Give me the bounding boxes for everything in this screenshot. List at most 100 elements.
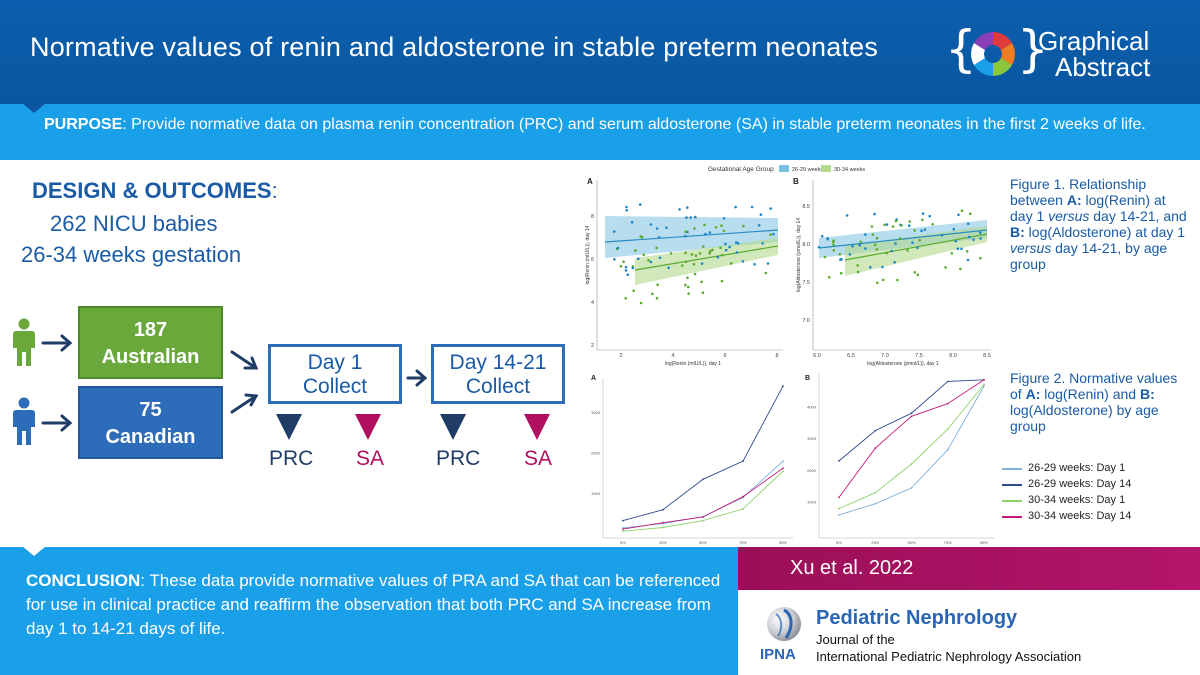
- sa-day14-label: SA: [524, 447, 553, 470]
- fig1B-point: [966, 258, 970, 262]
- fig1B-point: [890, 249, 893, 253]
- fig1-panelA-ylabel: log(Renin (mIU/L)), day 14: [585, 225, 591, 284]
- fig1B-point: [940, 233, 944, 237]
- fig1B-point: [965, 250, 969, 253]
- fig1-panelA-ci-green: [635, 238, 778, 285]
- fig2-series-point: [742, 495, 744, 498]
- fig2-series-point: [946, 380, 949, 383]
- fig1B-point: [832, 249, 836, 252]
- fig1B-point: [954, 239, 958, 243]
- canadian-label: Canadian: [105, 426, 196, 448]
- fig1B-point: [913, 271, 917, 274]
- fig1A-point: [704, 232, 707, 236]
- fig2-series-point: [983, 383, 985, 386]
- fig1B-point: [894, 242, 897, 245]
- fig1B-point: [957, 213, 960, 217]
- journal-line2: International Pediatric Nephrology Assoc…: [816, 649, 1082, 664]
- fig2-series-point: [702, 478, 704, 481]
- fig1B-point: [911, 241, 914, 244]
- fig1B-point: [893, 261, 896, 264]
- fig1B-point: [921, 212, 925, 215]
- fig1A-point: [757, 224, 761, 227]
- fig1B-point: [960, 209, 964, 212]
- fig1-cap-a: A:: [1066, 192, 1082, 208]
- fig1B-point: [864, 247, 867, 250]
- fig2-series-point: [838, 514, 840, 516]
- fig1A-point: [709, 249, 712, 253]
- conclusion-notch: [22, 546, 46, 556]
- fig1B-point: [978, 231, 982, 234]
- citation-text: Xu et al. 2022: [790, 557, 914, 579]
- fig1A-point: [658, 256, 662, 260]
- fig1B-point: [913, 229, 916, 232]
- fig1-legend-swatch-1: [779, 165, 789, 172]
- fig1B-xtick: 7.5: [915, 353, 923, 359]
- fig1-panelA-axes: [596, 180, 783, 351]
- fig1B-point: [918, 239, 921, 242]
- fig2-series-point: [622, 528, 624, 530]
- legend-label-2: 30-34 weeks: Day 1: [1028, 494, 1126, 506]
- legend-swatch-2: [1002, 500, 1022, 502]
- arrow-ca-day1: [230, 394, 258, 414]
- fig1A-point: [686, 276, 689, 280]
- fig1B-point: [848, 253, 852, 256]
- fig1A-point: [687, 285, 690, 289]
- fig1A-point: [734, 205, 737, 209]
- fig2-series-point: [983, 378, 985, 381]
- fig1A-point: [639, 235, 643, 238]
- fig1A-point: [700, 280, 703, 284]
- day14-action: Collect: [465, 375, 531, 398]
- canadian-count: 75: [139, 399, 162, 421]
- fig1A-point: [708, 231, 712, 234]
- flow-arrows: [41, 334, 428, 432]
- fig1-cap-part5: day 14-21, by age group: [1010, 240, 1168, 272]
- fig1A-point: [630, 220, 634, 224]
- fig1A-point: [720, 279, 724, 283]
- day1-label: Day 1: [307, 351, 363, 374]
- page-title: Normative values of renin and aldosteron…: [30, 32, 879, 62]
- fig1B-point: [858, 243, 862, 247]
- sa-day1-marker: [355, 414, 381, 440]
- fig1A-ytick: 6: [591, 257, 594, 263]
- fig1A-point: [634, 249, 637, 252]
- fig2-series-point: [702, 519, 704, 522]
- fig1B-point: [869, 266, 872, 269]
- fig1-panelB-fit-blue: [818, 229, 988, 249]
- fig1B-point: [883, 223, 886, 227]
- ipna-globe-icon: [767, 607, 801, 641]
- fig2-xtick: 50%: [699, 540, 707, 545]
- fig2-xtick: 95%: [779, 540, 787, 545]
- fig1B-point: [851, 245, 854, 248]
- day1-collect-box: Day 1 Collect: [268, 344, 402, 404]
- fig1B-point: [916, 246, 919, 250]
- legend-label-0: 26-29 weeks: Day 1: [1028, 462, 1126, 474]
- journal-line1: Journal of the: [816, 632, 895, 647]
- conclusion-label: CONCLUSION: [26, 571, 141, 590]
- fig2-series-point: [874, 502, 877, 505]
- fig1B-ytick: 8.5: [802, 204, 810, 210]
- fig1A-point: [722, 229, 726, 233]
- fig1-panelA-fit-green: [634, 245, 779, 271]
- citation-band: Xu et al. 2022: [738, 547, 1200, 600]
- fig1A-point: [700, 262, 704, 265]
- fig1A-point: [720, 224, 723, 227]
- person-green-icon: [13, 318, 35, 366]
- ipna-abbrev: IPNA: [760, 646, 796, 663]
- fig1A-point: [730, 262, 733, 265]
- fig2-ytick: 1000: [807, 500, 817, 505]
- figure2-caption: Figure 2. Normative values of A: log(Ren…: [1010, 370, 1180, 434]
- fig1A-point: [632, 289, 635, 293]
- fig1B-point: [864, 233, 867, 236]
- day14-collect-box: Day 14-21 Collect: [431, 344, 565, 404]
- fig1A-point: [694, 254, 698, 257]
- fig1B-point: [871, 233, 875, 236]
- fig2-xtick: 75%: [739, 540, 747, 545]
- fig1B-point: [923, 228, 927, 231]
- fig1A-point: [684, 283, 687, 287]
- fig1B-point: [823, 255, 827, 259]
- fig1A-point: [657, 236, 661, 239]
- fig1B-point: [952, 227, 956, 231]
- fig2-panelB-plot: 1000 2000 3000 4000 5% 25% 50% 75% 95%: [807, 373, 994, 545]
- fig1B-point: [870, 225, 874, 228]
- fig1A-point: [637, 257, 640, 261]
